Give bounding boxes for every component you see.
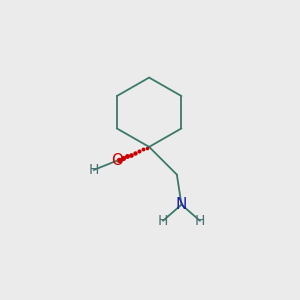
Text: N: N bbox=[176, 197, 187, 212]
Text: O: O bbox=[111, 153, 123, 168]
Text: H: H bbox=[88, 163, 99, 177]
Text: H: H bbox=[195, 214, 205, 228]
Text: H: H bbox=[158, 214, 168, 228]
